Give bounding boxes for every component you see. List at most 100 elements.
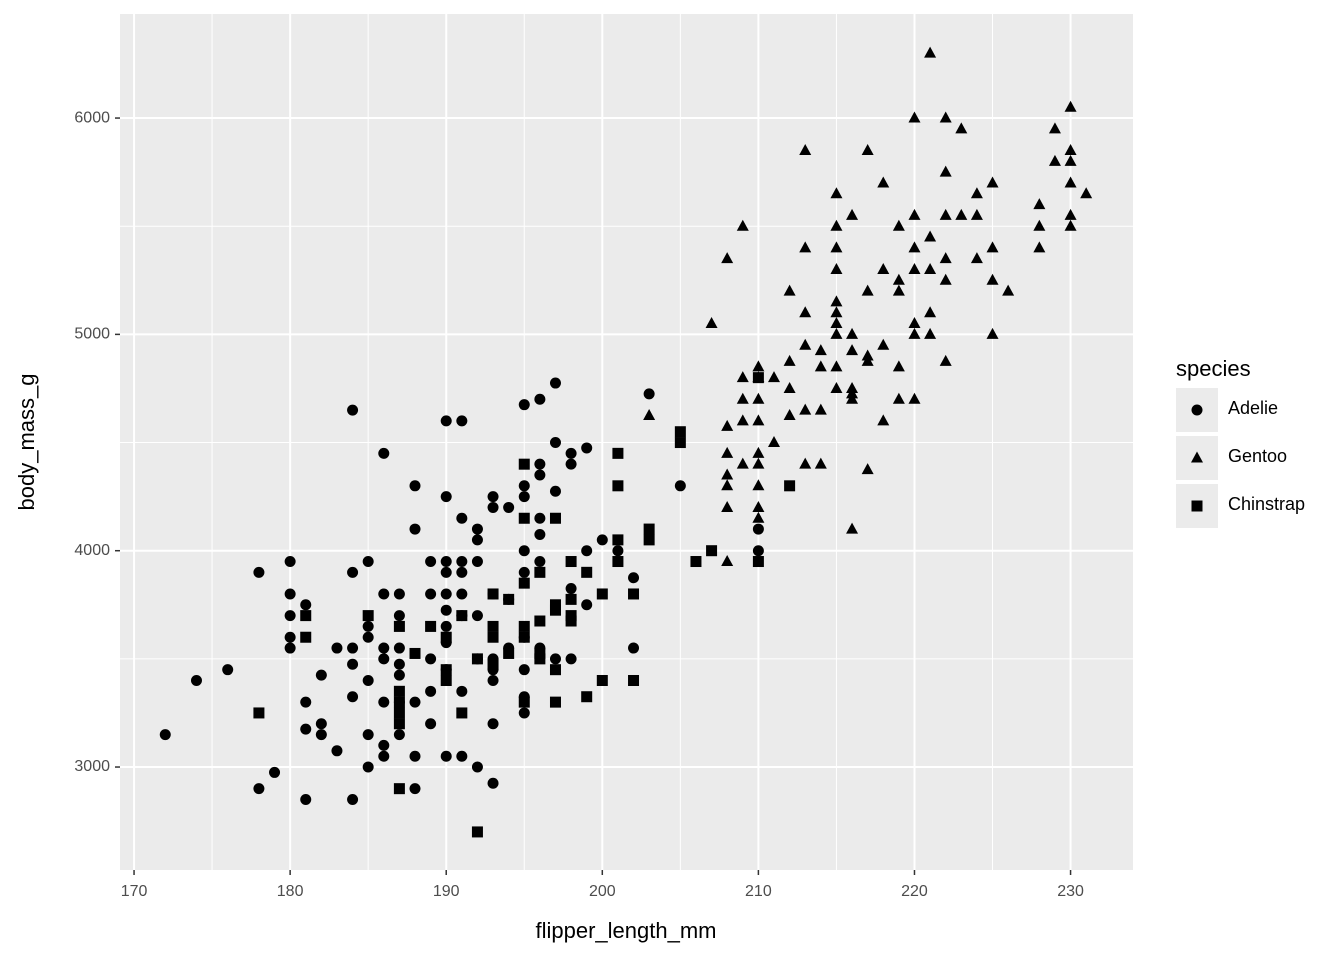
point xyxy=(736,371,749,383)
point xyxy=(830,241,843,253)
point xyxy=(425,620,437,632)
point xyxy=(1064,100,1077,112)
point xyxy=(768,371,781,383)
point xyxy=(378,642,390,654)
point xyxy=(362,610,374,622)
point xyxy=(409,523,421,535)
point xyxy=(534,528,546,540)
point xyxy=(986,241,999,253)
legend-label: Chinstrap xyxy=(1228,494,1305,514)
point xyxy=(799,144,812,156)
point xyxy=(752,523,764,535)
point xyxy=(393,696,405,708)
point xyxy=(471,826,483,838)
point xyxy=(549,512,561,524)
point xyxy=(924,327,937,339)
point xyxy=(752,556,764,568)
point xyxy=(393,610,405,622)
point xyxy=(846,208,859,220)
point xyxy=(721,500,734,512)
point xyxy=(300,631,312,643)
point xyxy=(1002,284,1015,296)
point xyxy=(300,696,312,708)
point xyxy=(222,664,234,676)
point xyxy=(908,327,921,339)
point xyxy=(315,718,327,730)
point xyxy=(924,262,937,274)
point xyxy=(362,556,374,568)
point xyxy=(830,295,843,307)
point xyxy=(768,436,781,448)
point xyxy=(518,566,530,578)
point xyxy=(939,354,952,366)
point xyxy=(487,588,499,600)
point xyxy=(534,393,546,405)
point xyxy=(846,522,859,534)
point xyxy=(253,566,265,578)
point xyxy=(830,360,843,372)
point xyxy=(643,523,655,535)
point xyxy=(456,685,468,697)
point xyxy=(752,545,764,557)
point xyxy=(986,327,999,339)
point xyxy=(456,566,468,578)
plot-panel xyxy=(120,14,1133,870)
point xyxy=(939,273,952,285)
point xyxy=(425,588,437,600)
point xyxy=(534,512,546,524)
point xyxy=(674,437,686,449)
point xyxy=(814,457,827,469)
point xyxy=(393,729,405,741)
point xyxy=(752,392,765,404)
point xyxy=(393,718,405,730)
y-tick-label: 3000 xyxy=(74,758,110,775)
point xyxy=(784,480,796,492)
point xyxy=(830,262,843,274)
point xyxy=(628,572,640,584)
point xyxy=(1033,198,1046,210)
x-tick-label: 180 xyxy=(277,883,304,900)
point xyxy=(612,447,624,459)
point xyxy=(471,556,483,568)
point xyxy=(970,187,983,199)
point xyxy=(721,252,734,264)
point xyxy=(300,723,312,735)
point xyxy=(970,252,983,264)
point xyxy=(799,338,812,350)
point xyxy=(409,750,421,762)
point xyxy=(487,658,499,670)
point xyxy=(471,523,483,535)
point xyxy=(861,354,874,366)
point xyxy=(783,284,796,296)
point xyxy=(752,479,765,491)
point xyxy=(736,414,749,426)
point xyxy=(518,707,530,719)
point xyxy=(861,463,874,475)
point xyxy=(362,761,374,773)
point xyxy=(518,491,530,503)
point xyxy=(581,691,593,703)
x-tick-label: 230 xyxy=(1057,883,1084,900)
point xyxy=(440,415,452,427)
point xyxy=(799,241,812,253)
point xyxy=(643,388,655,400)
point xyxy=(1064,144,1077,156)
point xyxy=(799,306,812,318)
point xyxy=(612,545,624,557)
point xyxy=(409,647,421,659)
point xyxy=(393,588,405,600)
point xyxy=(612,534,624,546)
point xyxy=(705,317,718,329)
point xyxy=(253,783,265,795)
point xyxy=(939,208,952,220)
point xyxy=(908,111,921,123)
point xyxy=(877,262,890,274)
point xyxy=(643,534,655,546)
point xyxy=(830,306,843,318)
point xyxy=(690,556,702,568)
point xyxy=(643,409,656,421)
point xyxy=(425,653,437,665)
point xyxy=(347,404,359,416)
point xyxy=(440,604,452,616)
point xyxy=(440,750,452,762)
